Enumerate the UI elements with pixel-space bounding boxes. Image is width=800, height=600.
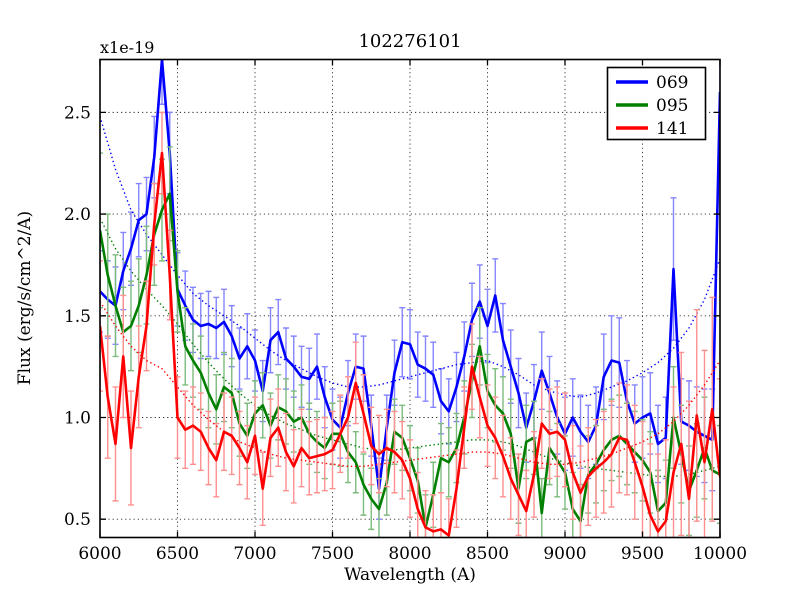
x-axis-label: Wavelength (A) xyxy=(344,565,476,585)
tick-marks xyxy=(99,59,721,538)
x-tick-label: 8000 xyxy=(388,544,431,564)
series-layer xyxy=(100,59,720,538)
series-141-line xyxy=(100,151,720,537)
y-tick-label: 1.0 xyxy=(64,408,91,428)
x-tick-label: 7500 xyxy=(311,544,354,564)
y-tick-label: 2.5 xyxy=(64,103,91,123)
axes-frame xyxy=(99,58,721,539)
legend: 069 095 141 xyxy=(606,66,707,141)
y-tick-label: 0.5 xyxy=(64,510,91,530)
series-095-smooth-line xyxy=(100,217,720,478)
y-tick-label: 1.5 xyxy=(64,307,91,327)
series-141 xyxy=(100,111,720,538)
series-141-smooth-line xyxy=(100,301,720,468)
legend-entry-141: 141 xyxy=(616,119,688,139)
x-tick-label: 10000 xyxy=(693,544,747,564)
x-tick-label: 6000 xyxy=(78,544,121,564)
x-tick-label: 7000 xyxy=(233,544,276,564)
legend-label: 069 xyxy=(656,73,688,93)
legend-label: 095 xyxy=(656,96,688,116)
legend-label: 141 xyxy=(656,119,688,139)
x-tick-label: 6500 xyxy=(156,544,199,564)
tick-labels: 6000 6500 7000 7500 8000 8500 9000 9500 10000 0.5… xyxy=(64,103,747,564)
series-069-line xyxy=(100,59,720,490)
x-tick-label: 8500 xyxy=(466,544,509,564)
chart-title: 102276101 xyxy=(358,31,461,52)
y-axis-offset-label: x1e-19 xyxy=(100,38,154,57)
legend-entry-069: 069 xyxy=(616,73,688,93)
legend-entry-095: 095 xyxy=(616,96,688,116)
y-axis-label: Flux (erg/s/cm^2/A) xyxy=(15,211,35,385)
x-tick-label: 9000 xyxy=(543,544,586,564)
x-tick-label: 9500 xyxy=(621,544,664,564)
y-tick-label: 2.0 xyxy=(64,205,91,225)
